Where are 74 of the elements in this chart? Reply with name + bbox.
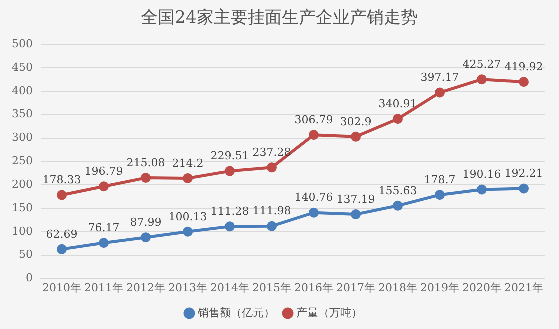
- data-label: 140.76: [294, 191, 334, 204]
- y-tick-label: 0: [26, 272, 33, 285]
- x-tick-label: 2015年: [252, 281, 292, 294]
- point: [351, 210, 361, 220]
- x-tick-label: 2018年: [378, 281, 418, 294]
- data-label: 192.21: [504, 167, 544, 180]
- chart-title: 全国24家主要挂面生产企业产销走势: [140, 7, 419, 29]
- point: [98, 182, 109, 192]
- point: [435, 190, 445, 200]
- y-tick-label: 300: [12, 131, 33, 144]
- x-tick-label: 2016年: [294, 281, 334, 294]
- x-tick-label: 2010年: [42, 281, 82, 294]
- point: [519, 77, 529, 88]
- data-label: 237.28: [252, 146, 292, 160]
- y-tick-label: 450: [12, 60, 33, 74]
- data-label: 190.16: [462, 168, 502, 182]
- point: [98, 238, 109, 248]
- point: [393, 200, 403, 211]
- data-label: 306.79: [294, 113, 334, 126]
- data-label: 62.69: [46, 228, 78, 241]
- point: [477, 184, 487, 195]
- point: [477, 74, 487, 85]
- y-tick-label: 100: [12, 224, 33, 238]
- data-label: 302.9: [340, 115, 372, 128]
- point: [309, 208, 319, 218]
- point: [140, 173, 151, 184]
- data-label: 229.51: [210, 150, 250, 163]
- x-tick-label: 2013年: [168, 281, 208, 294]
- data-label: 155.63: [378, 184, 418, 198]
- data-label: 178.7: [424, 173, 456, 186]
- point: [435, 88, 445, 98]
- data-label: 215.08: [126, 156, 166, 170]
- point: [225, 222, 235, 232]
- x-tick-label: 2014年: [210, 281, 250, 294]
- x-tick-label: 2019年: [420, 281, 460, 294]
- point: [182, 226, 193, 237]
- point: [267, 221, 277, 232]
- y-tick-label: 150: [12, 201, 33, 214]
- y-tick-label: 200: [12, 178, 33, 191]
- x-tick-label: 2020年: [462, 281, 502, 294]
- data-label: 111.98: [252, 204, 292, 218]
- point: [56, 244, 67, 254]
- x-tick-label: 2011年: [84, 281, 124, 294]
- data-label: 196.79: [84, 164, 124, 178]
- data-label: 419.92: [504, 60, 544, 74]
- y-tick-label: 50: [18, 248, 33, 262]
- point: [519, 184, 529, 194]
- y-tick-label: 350: [12, 108, 33, 121]
- data-label: 111.28: [210, 205, 250, 218]
- data-label: 178.33: [42, 174, 82, 187]
- data-label: 137.19: [336, 192, 376, 206]
- point: [393, 114, 403, 124]
- data-label: 76.17: [88, 221, 120, 234]
- data-label: 87.99: [130, 216, 162, 229]
- y-tick-label: 250: [12, 154, 33, 168]
- x-tick-label: 2021年: [504, 281, 544, 294]
- point: [267, 162, 277, 173]
- point: [56, 190, 67, 200]
- y-tick-label: 500: [12, 37, 33, 50]
- point: [140, 232, 151, 243]
- legend-label: 销售额（亿元）: [197, 306, 275, 320]
- x-tick-label: 2017年: [336, 281, 376, 294]
- data-label: 425.27: [462, 58, 502, 71]
- data-label: 397.17: [420, 71, 460, 84]
- data-label: 340.91: [378, 97, 418, 110]
- y-tick-label: 400: [12, 84, 33, 98]
- point: [351, 132, 361, 142]
- point: [309, 130, 319, 140]
- x-tick-label: 2012年: [126, 281, 166, 294]
- data-label: 100.13: [168, 210, 208, 224]
- data-label: 214.2: [172, 156, 204, 170]
- point: [225, 166, 235, 176]
- point: [182, 173, 193, 184]
- legend-label: 产量（万吨）: [296, 306, 362, 320]
